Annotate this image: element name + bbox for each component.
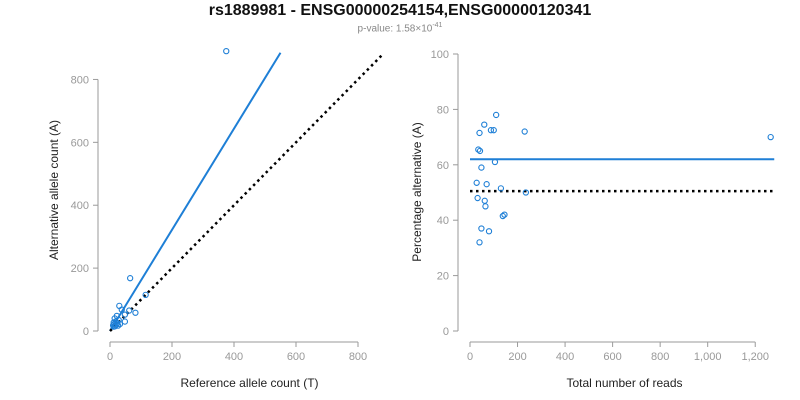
data-point [491, 158, 499, 166]
data-point [223, 47, 230, 55]
data-point [767, 133, 774, 141]
data-point [110, 323, 117, 330]
y-tick-label: 0 [443, 326, 449, 338]
data-point [485, 228, 493, 235]
x-axis-title: Total number of reads [566, 376, 682, 390]
data-point [126, 307, 133, 314]
data-point [501, 211, 508, 218]
x-tick-label: 1,000 [694, 351, 722, 363]
x-tick-label: 1,200 [741, 351, 769, 363]
x-tick-label: 800 [349, 351, 367, 363]
data-point [474, 194, 481, 202]
data-point [481, 121, 488, 128]
data-point [116, 320, 124, 328]
data-point [132, 309, 139, 316]
data-point [481, 197, 488, 204]
x-tick-label: 0 [467, 351, 473, 363]
y-tick-label: 400 [71, 200, 89, 212]
x-tick-label: 0 [107, 351, 113, 363]
data-point [487, 127, 495, 134]
data-point [478, 225, 485, 232]
data-point [476, 147, 484, 155]
panel-percentage-alternative: 0 200 400 600 800 1,000 1,200 0 20 40 60 80 100 Total… [410, 49, 775, 390]
fitted-line [109, 52, 282, 332]
panel-allele-counts: 0 200 400 600 800 0 200 400 600 800 Reference alle… [47, 47, 384, 390]
data-point [142, 291, 149, 298]
pvalue-exponent: -41 [432, 22, 443, 29]
x-tick-label: 400 [556, 351, 574, 363]
data-point [118, 306, 125, 313]
data-point [121, 311, 129, 318]
data-point [126, 275, 134, 282]
data-point [121, 318, 129, 325]
x-axis-title: Reference allele count (T) [180, 376, 318, 390]
y-axis-title: Alternative allele count (A) [47, 120, 61, 260]
y-tick-label: 600 [71, 137, 89, 149]
x-tick-label: 800 [651, 351, 669, 363]
data-point [499, 212, 506, 220]
data-point [473, 179, 480, 186]
x-tick-label: 200 [508, 351, 526, 363]
x-tick-label: 600 [603, 351, 621, 363]
pvalue-subtitle: p-value: 1.58×10-41 [0, 22, 800, 34]
data-point [476, 239, 483, 246]
y-tick-label: 40 [437, 215, 449, 227]
y-tick-label: 80 [437, 104, 449, 116]
pvalue-text: p-value: 1.58×10 [357, 23, 433, 35]
data-point [483, 181, 490, 188]
expected-ratio-line [109, 53, 384, 332]
y-tick-label: 200 [71, 263, 89, 275]
x-tick-label: 600 [287, 351, 305, 363]
x-tick-label: 400 [225, 351, 243, 363]
y-tick-label: 20 [437, 271, 449, 283]
chart-title: rs1889981 - ENSG00000254154,ENSG00000120… [208, 2, 592, 19]
data-point [476, 129, 483, 137]
data-point [490, 127, 497, 134]
y-tick-label: 800 [71, 74, 89, 86]
x-tick-label: 200 [163, 351, 181, 363]
data-point [497, 185, 505, 192]
y-tick-label: 0 [83, 326, 89, 338]
data-point [492, 111, 500, 119]
y-tick-label: 100 [431, 49, 449, 61]
data-point [522, 189, 530, 196]
y-tick-label: 60 [437, 160, 449, 172]
data-point [482, 203, 489, 210]
data-point [478, 164, 485, 171]
data-point [114, 322, 122, 329]
data-point [475, 146, 482, 153]
y-axis-title: Percentage alternative (A) [410, 122, 424, 261]
data-point [521, 128, 528, 135]
